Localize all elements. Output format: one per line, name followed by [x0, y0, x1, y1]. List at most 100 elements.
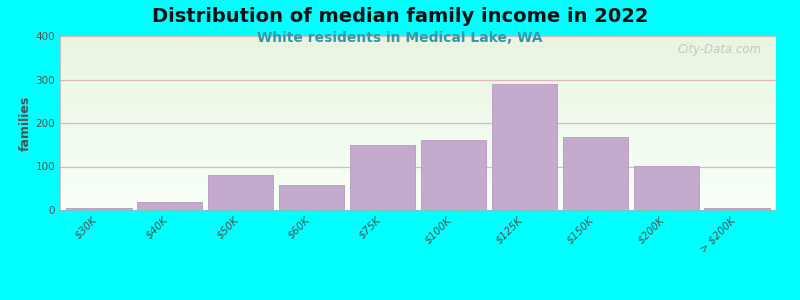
Bar	[60, 116, 776, 117]
Bar	[60, 124, 776, 125]
Bar	[138, 202, 202, 210]
Bar	[60, 199, 776, 200]
Bar	[60, 63, 776, 64]
Bar	[60, 189, 776, 190]
Bar	[60, 160, 776, 161]
Bar	[60, 176, 776, 177]
Bar	[60, 191, 776, 192]
Bar	[60, 136, 776, 137]
Bar	[60, 126, 776, 127]
Bar	[350, 145, 415, 210]
Bar	[60, 145, 776, 146]
Bar	[60, 100, 776, 101]
Bar	[60, 62, 776, 63]
Bar	[60, 113, 776, 114]
Bar	[60, 101, 776, 102]
Bar	[60, 186, 776, 187]
Bar	[60, 55, 776, 56]
Bar	[60, 76, 776, 77]
Bar	[60, 154, 776, 155]
Bar	[60, 96, 776, 97]
Bar	[60, 79, 776, 80]
Bar	[60, 182, 776, 183]
Bar	[60, 166, 776, 167]
Bar	[60, 69, 776, 70]
Bar	[60, 156, 776, 157]
Bar	[60, 159, 776, 160]
Bar	[60, 134, 776, 135]
Bar	[60, 112, 776, 113]
Bar	[60, 168, 776, 169]
Bar	[60, 70, 776, 71]
Bar	[60, 103, 776, 104]
Bar	[60, 179, 776, 180]
Bar	[634, 166, 698, 210]
Bar	[60, 72, 776, 73]
Bar	[60, 117, 776, 118]
Bar	[60, 110, 776, 111]
Bar	[60, 58, 776, 59]
Bar	[60, 73, 776, 74]
Bar	[60, 98, 776, 99]
Text: Distribution of median family income in 2022: Distribution of median family income in …	[152, 8, 648, 26]
Bar	[60, 52, 776, 53]
Bar	[60, 173, 776, 174]
Bar	[60, 67, 776, 68]
Bar	[60, 203, 776, 204]
Bar	[60, 86, 776, 87]
Bar	[60, 43, 776, 44]
Bar	[60, 119, 776, 120]
Bar	[60, 148, 776, 149]
Bar	[60, 91, 776, 92]
Bar	[60, 163, 776, 164]
Bar	[60, 132, 776, 133]
Bar	[60, 66, 776, 67]
Bar	[60, 84, 776, 85]
Bar	[60, 198, 776, 199]
Bar	[60, 208, 776, 209]
Bar	[60, 192, 776, 193]
Bar	[60, 177, 776, 178]
Bar	[60, 90, 776, 91]
Bar	[60, 178, 776, 179]
Bar	[60, 53, 776, 54]
Bar	[60, 142, 776, 143]
Bar	[60, 85, 776, 86]
Bar	[60, 57, 776, 58]
Bar	[60, 37, 776, 38]
Bar	[60, 169, 776, 170]
Bar	[60, 48, 776, 49]
Bar	[60, 60, 776, 61]
Bar	[60, 78, 776, 79]
Bar	[60, 44, 776, 45]
Bar	[60, 77, 776, 78]
Bar	[60, 80, 776, 81]
Bar	[492, 84, 557, 210]
Bar	[60, 45, 776, 46]
Bar	[60, 115, 776, 116]
Bar	[60, 128, 776, 129]
Bar	[60, 135, 776, 136]
Bar	[60, 46, 776, 47]
Bar	[60, 47, 776, 48]
Bar	[60, 190, 776, 191]
Bar	[66, 208, 132, 210]
Bar	[60, 157, 776, 158]
Bar	[60, 194, 776, 195]
Bar	[60, 184, 776, 185]
Bar	[60, 88, 776, 89]
Bar	[60, 64, 776, 65]
Bar	[60, 151, 776, 152]
Bar	[60, 42, 776, 43]
Bar	[60, 38, 776, 39]
Bar	[60, 59, 776, 60]
Bar	[60, 188, 776, 189]
Bar	[60, 167, 776, 168]
Bar	[60, 164, 776, 165]
Bar	[60, 105, 776, 106]
Bar	[60, 102, 776, 103]
Bar	[60, 118, 776, 119]
Bar	[60, 162, 776, 163]
Bar	[60, 71, 776, 72]
Bar	[60, 125, 776, 126]
